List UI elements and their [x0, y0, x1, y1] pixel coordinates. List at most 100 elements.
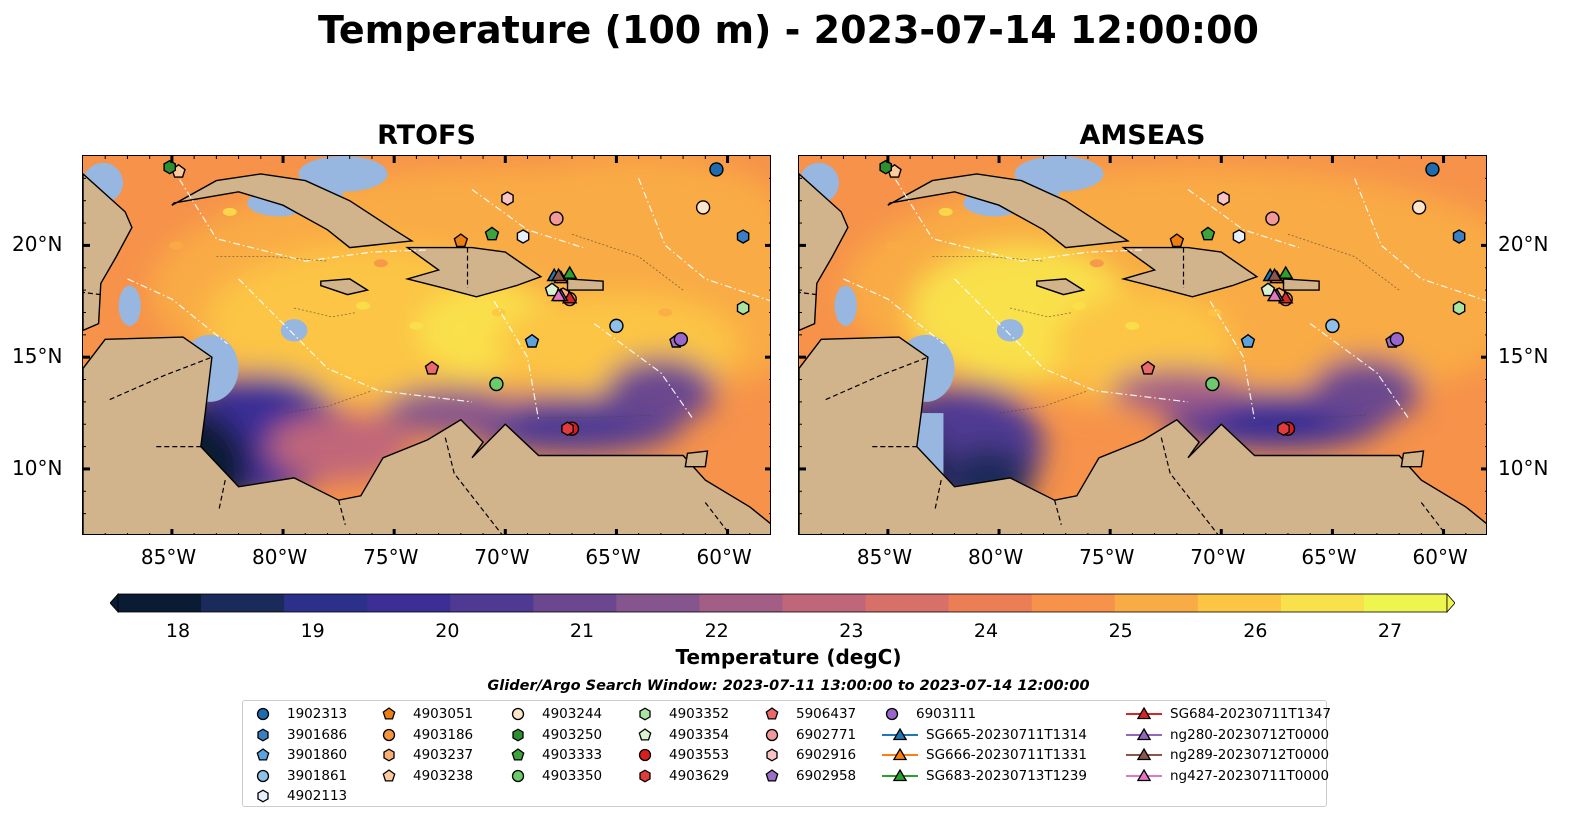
temperature-patch: [383, 386, 517, 436]
legend-marker-icon: [765, 728, 779, 741]
platform-marker-4903244: [695, 200, 711, 215]
legend-label: 6903111: [916, 706, 977, 722]
temperature-patch: [267, 413, 410, 481]
eez-boundary: [1187, 189, 1300, 249]
lat-tick-label-left: 20°N: [12, 232, 63, 257]
panel-title-amseas: AMSEAS: [1079, 120, 1206, 151]
temperature-eddy: [409, 321, 424, 330]
shallow-shelf: [280, 319, 308, 342]
lon-tick-label: 70°W: [1190, 545, 1246, 569]
platform-marker-4903333: [1200, 226, 1216, 241]
shallow-shelf: [1014, 156, 1104, 192]
legend-label: SG666-20230711T1331: [926, 747, 1087, 763]
temperature-eddy: [938, 207, 953, 216]
legend-label: ng289-20230712T0000: [1170, 747, 1330, 763]
colorbar-tick-label: 25: [1108, 620, 1133, 642]
legend-label: SG683-20230713T1239: [926, 767, 1087, 784]
land-polygon: [83, 336, 770, 534]
platform-marker-4903629: [1277, 421, 1290, 437]
colorbar-tick-label: 20: [435, 620, 460, 642]
eez-boundary: [493, 300, 540, 420]
legend-marker-icon: [1126, 706, 1162, 720]
temperature-eddy: [373, 259, 388, 268]
legend-marker-icon: [638, 727, 652, 741]
lon-tick-label: 75°W: [363, 545, 419, 569]
colorbar-segment: [1197, 594, 1282, 612]
legend-label: ng427-20230711T0000: [1170, 767, 1330, 784]
colorbar-segment: [699, 594, 784, 612]
bathymetry-contour: [1010, 307, 1073, 318]
bathymetry-contour: [294, 307, 357, 318]
land-polygon: [1282, 278, 1320, 291]
eez-boundary: [843, 278, 944, 345]
colorbar-segment: [1363, 594, 1448, 612]
temperature-eddy: [458, 201, 473, 210]
country-border: [109, 356, 213, 401]
temperature-eddy: [356, 301, 371, 310]
platform-marker-4903629: [561, 421, 574, 437]
colorbar-segment: [782, 594, 867, 612]
colorbar-segment: [450, 594, 534, 612]
country-border: [825, 356, 929, 401]
legend-label: 4903238: [413, 767, 474, 784]
legend-label: 6902771: [796, 726, 857, 743]
eez-boundary: [954, 278, 1189, 403]
platform-legend: 1902313 3901686 3901860 3901861 4902113 49030…: [242, 700, 1331, 807]
legend-marker-icon: [882, 727, 918, 740]
platform-marker-4903352: [1452, 300, 1466, 316]
eez-boundary: [1309, 323, 1409, 418]
land-polygon: [887, 173, 1130, 249]
lon-tick-label: 85°W: [856, 545, 913, 569]
temperature-patch: [1310, 357, 1422, 425]
legend-marker-icon: [882, 747, 918, 761]
eez-boundary: [238, 278, 473, 403]
eez-boundary: [593, 323, 693, 418]
temperature-eddy: [1320, 219, 1335, 228]
legend-marker-icon: [383, 748, 395, 762]
temperature-eddy: [604, 219, 619, 228]
frame-ticks: [83, 156, 770, 534]
temperature-eddy: [885, 241, 900, 250]
country-border: [83, 291, 101, 296]
legend-label: 3901861: [287, 767, 348, 784]
country-border: [1054, 500, 1062, 525]
temperature-patch: [605, 357, 717, 425]
lat-tick-label-right: 15°N: [1498, 344, 1549, 369]
colorbar-segment: [367, 594, 451, 612]
platform-marker-6902771: [1265, 211, 1280, 226]
colorbar-segment: [1031, 594, 1116, 612]
platform-marker-ng427-20230711T0000: [1266, 287, 1283, 302]
legend-marker-icon: [256, 769, 270, 782]
lon-tick-label: 85°W: [140, 545, 197, 569]
lon-tick-label: 60°W: [1412, 545, 1468, 569]
temperature-eddy: [1072, 301, 1087, 310]
colorbar-tick-label: 21: [569, 620, 595, 642]
temperature-patch: [494, 156, 770, 268]
platform-marker-4903350: [1205, 376, 1220, 392]
temperature-patch: [1110, 368, 1244, 414]
platform-marker-6902916: [501, 191, 514, 206]
legend-marker-icon: [1126, 768, 1162, 781]
platform-marker-4903354: [1260, 282, 1276, 297]
search-window-text: Glider/Argo Search Window: 2023-07-11 13…: [487, 678, 1090, 694]
colorbar-tick-label: 19: [300, 620, 325, 642]
legend-label: 4903354: [669, 726, 730, 743]
legend-marker-icon: [885, 707, 899, 721]
colorbar-tick-label: 23: [839, 620, 864, 642]
colorbar-extend-low: [110, 592, 119, 614]
eez-boundary: [471, 189, 584, 249]
bathymetry-contour: [998, 390, 1089, 414]
colorbar-segment: [533, 594, 617, 612]
colorbar-tick-label: 27: [1377, 620, 1403, 642]
land-polygon: [1036, 278, 1086, 296]
platform-marker-4903352: [736, 300, 750, 316]
lat-tick-label-right: 20°N: [1498, 232, 1549, 257]
shallow-shelf: [298, 156, 388, 192]
platform-marker-4903354: [544, 282, 560, 297]
legend-marker-icon: [1126, 747, 1162, 761]
legend-marker-icon: [257, 789, 269, 803]
legend-marker-icon: [639, 707, 651, 721]
legend-label: 5906437: [796, 706, 857, 722]
platform-marker-5906437: [1140, 360, 1156, 375]
panel-title-rtofs: RTOFS: [377, 120, 476, 151]
